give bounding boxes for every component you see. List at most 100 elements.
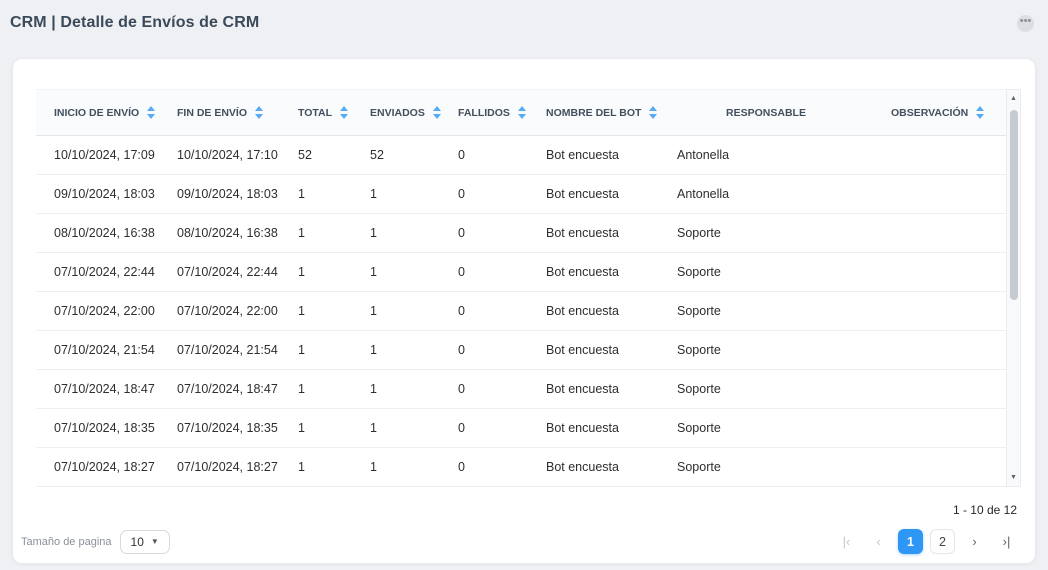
ellipsis-icon: •••	[1019, 14, 1032, 27]
column-header-4[interactable]: ENVIADOS	[352, 89, 441, 136]
pagination-range-label: 1 - 10 de 12	[952, 503, 1017, 517]
vertical-scrollbar[interactable]: ▲ ▼	[1006, 89, 1021, 487]
table-row: 07/10/2024, 22:44 07/10/2024, 22:44 1 1 0 Bot…	[36, 252, 1008, 292]
table-cell: 08/10/2024, 16:38	[36, 213, 159, 253]
sort-desc-icon[interactable]	[976, 114, 985, 119]
sort-desc-icon[interactable]	[255, 114, 264, 119]
table-cell: 0	[440, 408, 528, 448]
table-cell: 0	[440, 447, 528, 487]
sort-desc-icon[interactable]	[432, 114, 441, 119]
table-row: 07/10/2024, 18:47 07/10/2024, 18:47 1 1 0 Bot…	[36, 369, 1008, 409]
pagination-next-button[interactable]: ›	[962, 529, 987, 554]
table-row: 08/10/2024, 16:38 08/10/2024, 16:38 1 1 0 Bot…	[36, 213, 1008, 253]
table-cell: Bot encuesta	[528, 408, 659, 448]
table-cell: 1	[280, 174, 352, 214]
column-header-1[interactable]: INICIO DE ENVÍO	[36, 89, 159, 136]
table-cell: 09/10/2024, 18:03	[36, 174, 159, 214]
column-label: NOMBRE DEL BOT	[546, 106, 642, 119]
table-cell: 0	[440, 174, 528, 214]
sort-asc-icon[interactable]	[147, 106, 156, 111]
column-header-3[interactable]: TOTAL	[280, 89, 352, 136]
column-label: FIN DE ENVÍO	[177, 106, 248, 119]
table-cell: 10/10/2024, 17:10	[159, 135, 280, 175]
table-cell: Soporte	[659, 252, 873, 292]
table-cell: 08/10/2024, 16:38	[159, 213, 280, 253]
pagination-prev-button[interactable]: ‹	[866, 529, 891, 554]
table-cell: 1	[280, 330, 352, 370]
scrollbar-thumb[interactable]	[1010, 110, 1018, 300]
chevron-down-icon: ▼	[150, 537, 159, 546]
column-header-6[interactable]: NOMBRE DEL BOT	[528, 89, 659, 136]
table-cell: Bot encuesta	[528, 330, 659, 370]
table-cell: 10/10/2024, 17:09	[36, 135, 159, 175]
table-cell	[873, 408, 1008, 448]
table-cell: 1	[352, 330, 440, 370]
page-size-control: Tamaño de pagina 10 ▼	[21, 529, 170, 554]
table-cell: 0	[440, 135, 528, 175]
table-cell: 07/10/2024, 22:44	[36, 252, 159, 292]
sort-desc-icon[interactable]	[340, 114, 349, 119]
table-row: 07/10/2024, 18:27 07/10/2024, 18:27 1 1 0 Bot…	[36, 447, 1008, 487]
table-row: 09/10/2024, 18:03 09/10/2024, 18:03 1 1 0 Bot…	[36, 174, 1008, 214]
table-cell: 1	[352, 291, 440, 331]
table-cell: 1	[352, 408, 440, 448]
table-cell: Bot encuesta	[528, 252, 659, 292]
table-cell: 1	[280, 369, 352, 409]
page-size-select[interactable]: 10 ▼	[119, 529, 170, 554]
sort-asc-icon[interactable]	[340, 106, 349, 111]
scrollbar-down-arrow-icon[interactable]: ▼	[1010, 474, 1017, 481]
sort-icons[interactable]	[432, 106, 441, 119]
sort-desc-icon[interactable]	[517, 114, 526, 119]
table-cell: 1	[352, 369, 440, 409]
pagination-page-2-button[interactable]: 2	[930, 529, 955, 554]
table-cell: 07/10/2024, 18:35	[159, 408, 280, 448]
table-cell: 52	[280, 135, 352, 175]
table-cell: Soporte	[659, 447, 873, 487]
sort-asc-icon[interactable]	[517, 106, 526, 111]
table-cell: Soporte	[659, 408, 873, 448]
table-cell: 1	[352, 213, 440, 253]
table-cell: 07/10/2024, 18:27	[36, 447, 159, 487]
sort-asc-icon[interactable]	[255, 106, 264, 111]
sort-icons[interactable]	[649, 106, 658, 119]
table-cell: 07/10/2024, 22:00	[159, 291, 280, 331]
sort-desc-icon[interactable]	[649, 114, 658, 119]
table-cell	[873, 291, 1008, 331]
pagination-last-button[interactable]: ›|	[994, 529, 1019, 554]
column-label: ENVIADOS	[370, 106, 425, 119]
table-cell: Soporte	[659, 291, 873, 331]
table-row: 10/10/2024, 17:09 10/10/2024, 17:10 52 52 0 B…	[36, 135, 1008, 175]
table-cell: 0	[440, 330, 528, 370]
table-cell: 1	[352, 447, 440, 487]
sort-icons[interactable]	[976, 106, 985, 119]
column-header-2[interactable]: FIN DE ENVÍO	[159, 89, 280, 136]
sort-icons[interactable]	[340, 106, 349, 119]
pagination-page-1-button[interactable]: 1	[898, 529, 923, 554]
ellipsis-menu-button[interactable]: •••	[1017, 14, 1034, 32]
sort-desc-icon[interactable]	[147, 114, 156, 119]
scrollbar-up-arrow-icon[interactable]: ▲	[1010, 95, 1017, 102]
sort-asc-icon[interactable]	[976, 106, 985, 111]
table-body: 10/10/2024, 17:09 10/10/2024, 17:10 52 52 0 B…	[36, 135, 1008, 487]
table-cell: 1	[280, 291, 352, 331]
table-cell: 1	[280, 447, 352, 487]
table-cell: 07/10/2024, 22:44	[159, 252, 280, 292]
sort-icons[interactable]	[517, 106, 526, 119]
table-cell: 07/10/2024, 18:47	[159, 369, 280, 409]
table-cell: 52	[352, 135, 440, 175]
table-cell: 07/10/2024, 21:54	[159, 330, 280, 370]
table-cell: 1	[280, 252, 352, 292]
sort-asc-icon[interactable]	[649, 106, 658, 111]
column-label: INICIO DE ENVÍO	[54, 106, 140, 119]
table-cell: Bot encuesta	[528, 135, 659, 175]
pagination-first-button[interactable]: |‹	[834, 529, 859, 554]
table-cell: 0	[440, 213, 528, 253]
content-card: INICIO DE ENVÍO FIN DE ENVÍO TOTAL ENVIADOS…	[12, 58, 1036, 564]
sort-icons[interactable]	[255, 106, 264, 119]
table-cell	[873, 369, 1008, 409]
column-header-5[interactable]: FALLIDOS	[440, 89, 528, 136]
sort-icons[interactable]	[147, 106, 156, 119]
sort-asc-icon[interactable]	[432, 106, 441, 111]
column-header-8[interactable]: OBSERVACIÓN	[873, 89, 1008, 136]
top-bar: CRM | Detalle de Envíos de CRM •••	[0, 0, 1048, 44]
